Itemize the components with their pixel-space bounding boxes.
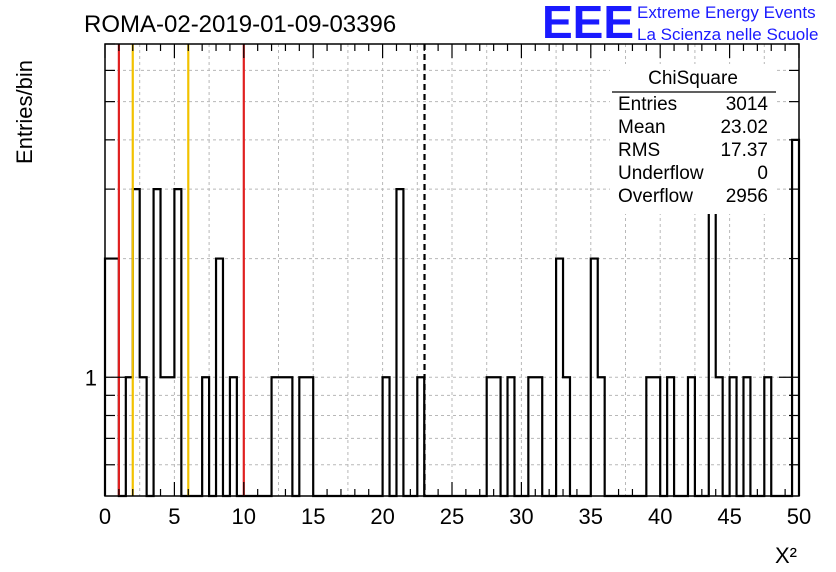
stats-label-overflow: Overflow [618,186,693,207]
logo-line-2: La Scienza nelle Scuole [637,25,818,44]
axis-ticks [104,43,800,496]
histogram-bin [299,377,306,496]
histogram-bin [764,377,771,496]
stats-label-entries: Entries [618,94,677,115]
histogram-bin [653,377,660,496]
histogram-bin [230,377,237,496]
x-tick-label: 5 [168,504,180,529]
histogram-bin [598,377,605,496]
histogram-bin [174,189,181,496]
histogram-bin [140,377,147,496]
x-tick-label: 35 [579,504,603,529]
histogram-bin [508,377,515,496]
stats-value-overflow: 2956 [726,186,768,207]
y-axis-label: Entries/bin [12,60,37,164]
histogram-bin [792,140,799,496]
y-tick-labels: 1 [85,365,97,390]
stats-value-entries: 3014 [726,94,769,115]
logo-mark: EEE [542,0,634,48]
histogram-bin [563,377,570,496]
histogram-bin [285,377,292,496]
histogram-bin [202,377,209,496]
histogram-bin [646,377,653,496]
histogram-bin [417,377,424,496]
x-tick-labels: 0 5 10 15 20 25 30 35 40 45 50 [99,504,811,529]
x-tick-label: 40 [648,504,672,529]
histogram-bin [396,189,403,496]
logo-line-1: Extreme Energy Events [637,3,816,22]
x-tick-label: 30 [509,504,533,529]
chart-title: ROMA-02-2019-01-09-03396 [84,11,396,38]
x-tick-label: 20 [370,504,394,529]
stats-value-underflow: 0 [757,163,768,184]
histogram-bin [556,259,563,496]
eee-logo: EEE Extreme Energy Events La Scienza nel… [542,0,818,48]
marker-lines [117,44,426,496]
histogram-bin [272,377,279,496]
x-tick-label: 25 [440,504,464,529]
x-tick-label: 10 [232,504,256,529]
x-tick-label: 50 [787,504,811,529]
histogram-bin [709,189,716,496]
stats-title: ChiSquare [648,68,738,89]
histogram-bin [154,189,161,496]
histogram-bin [306,377,313,496]
stats-value-mean: 23.02 [720,117,768,138]
histogram-bin [383,377,390,496]
stats-box: ChiSquare Entries 3014 Mean 23.02 RMS 17… [610,64,776,214]
x-tick-label: 45 [717,504,741,529]
x-axis-label: X² [775,543,797,568]
histogram-bin [730,377,737,496]
stats-label-rms: RMS [618,140,660,161]
histogram-bin [161,377,168,496]
histogram-bin [591,259,598,496]
histogram-bin [279,377,286,496]
stats-value-rms: 17.37 [720,140,768,161]
histogram-bin [528,377,535,496]
histogram-bin [487,377,494,496]
histogram-bin [667,377,674,496]
histogram-bin [716,377,723,496]
stats-label-mean: Mean [618,117,666,138]
histogram-bin [688,377,695,496]
y-tick-label: 1 [85,365,97,390]
histogram-bin [535,377,542,496]
histogram-bin [167,377,174,496]
stats-label-underflow: Underflow [618,163,704,184]
histogram-bin [216,259,223,496]
x-tick-label: 15 [301,504,325,529]
histogram-bin [494,377,501,496]
histogram-bin [743,377,750,496]
x-tick-label: 0 [99,504,111,529]
